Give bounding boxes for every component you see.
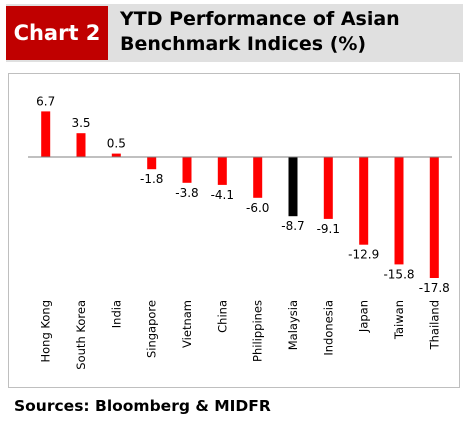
data-label: 3.5 [71, 116, 90, 130]
data-label: -4.1 [211, 188, 234, 202]
chart-number-tag: Chart 2 [6, 6, 108, 60]
data-label: 0.5 [107, 137, 126, 151]
bar-vietnam [182, 157, 192, 183]
bar-philippines [253, 157, 263, 198]
category-label: Hong Kong [39, 300, 53, 363]
data-label: -17.8 [419, 281, 450, 295]
bar-singapore [147, 157, 157, 170]
bar-taiwan [394, 157, 404, 265]
category-labels-layer: Hong Kong South Korea India Singapore Vietna… [39, 300, 442, 370]
category-label: Malaysia [286, 300, 300, 350]
data-label: -12.9 [348, 248, 379, 262]
bar-indonesia [323, 157, 333, 219]
source-note: Sources: Bloomberg & MIDFR [14, 397, 271, 415]
category-label: Singapore [145, 300, 159, 358]
bar-japan [359, 157, 369, 245]
data-label: -9.1 [317, 222, 340, 236]
bar-hong-kong [41, 111, 51, 157]
category-label: Vietnam [180, 300, 194, 348]
plot-frame [8, 73, 460, 388]
category-label: India [109, 300, 123, 328]
category-label: Philippines [251, 300, 265, 362]
data-label: -15.8 [383, 267, 414, 281]
data-label: -8.7 [281, 219, 304, 233]
category-label: Taiwan [392, 300, 406, 340]
data-label: -6.0 [246, 201, 269, 215]
bars-layer [41, 111, 439, 278]
bar-india [111, 153, 121, 157]
data-labels-layer: 6.7 3.5 0.5 -1.8 -3.8 -4.1 -6.0 -8.7 -9.1 -12.9 -1… [36, 94, 450, 295]
category-label: China [215, 300, 229, 333]
data-label: 6.7 [36, 94, 55, 108]
bar-thailand [429, 157, 439, 278]
data-label: -3.8 [175, 186, 198, 200]
category-label: South Korea [74, 300, 88, 370]
bar-china [217, 157, 227, 185]
category-label: Indonesia [321, 300, 335, 356]
bar-malaysia [288, 157, 298, 217]
category-label: Japan [357, 300, 371, 333]
chart-title: YTD Performance of Asian Benchmark Indic… [120, 8, 400, 55]
category-label: Thailand [427, 300, 441, 350]
bar-south-korea [76, 133, 86, 157]
data-label: -1.8 [140, 172, 163, 186]
